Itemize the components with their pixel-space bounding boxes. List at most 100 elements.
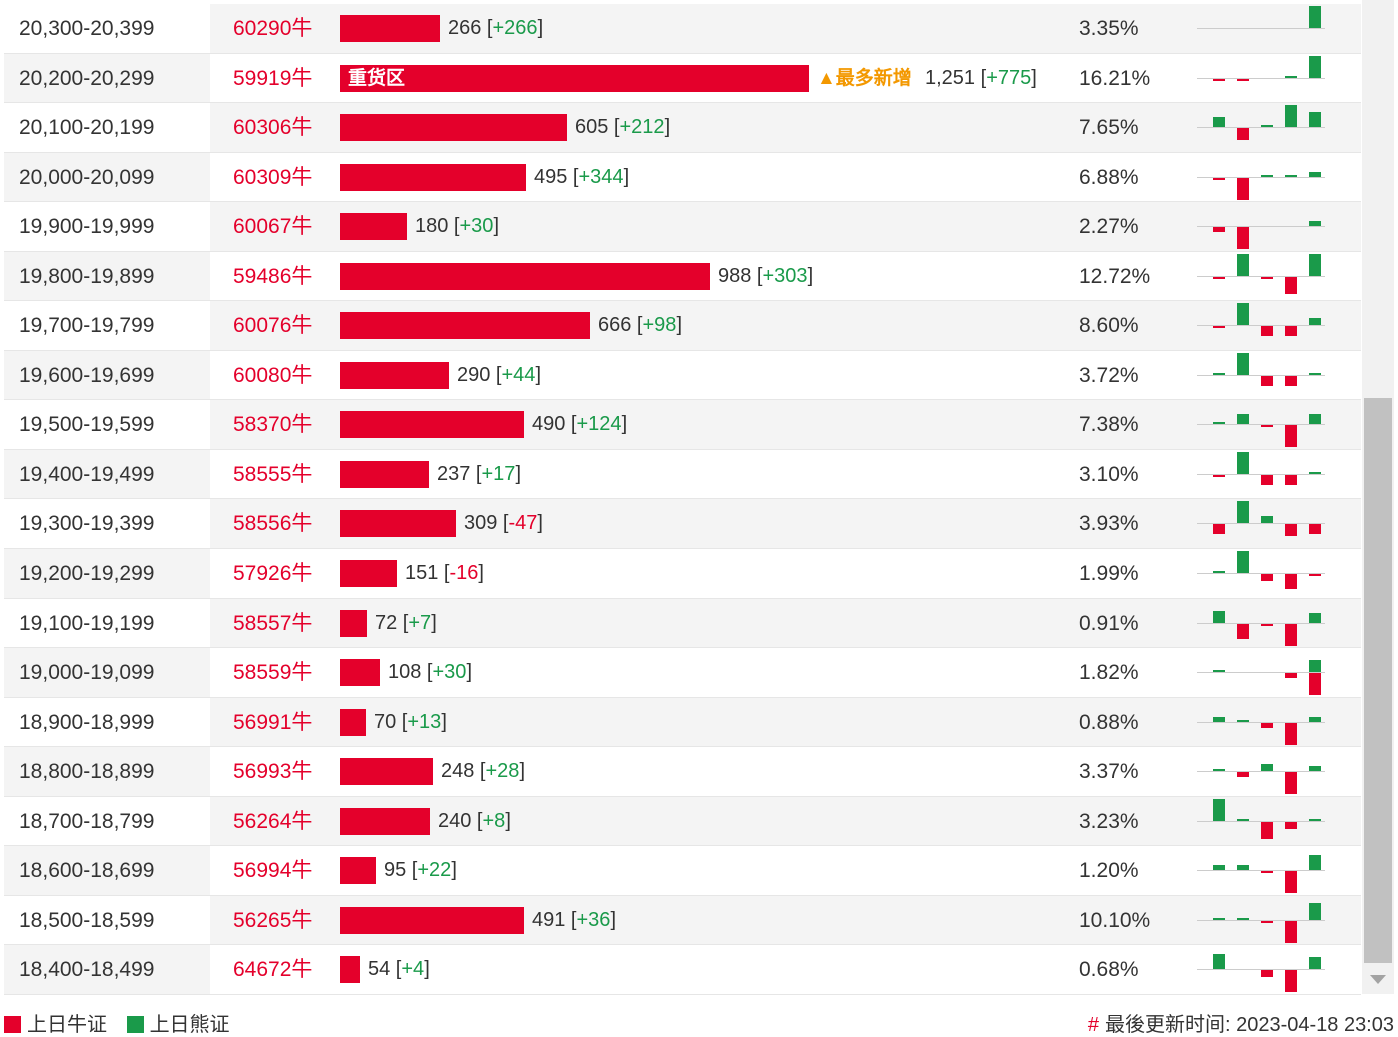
table-row[interactable]: 19,800-19,899 59486牛 988 [+303] 12.72% (4, 251, 1361, 302)
quantity-value: 151 (405, 562, 439, 585)
quantity-bar (340, 857, 376, 885)
table-row[interactable]: 20,300-20,399 60290牛 266 [+266] 3.35% (4, 4, 1361, 54)
bracket-open: [ (497, 512, 509, 535)
table-row[interactable]: 18,500-18,599 56265牛 491 [+36] 10.10% (4, 895, 1361, 946)
sparkline-bar (1261, 425, 1273, 428)
quantity-change: +344 (578, 165, 624, 188)
quantity-bar (340, 510, 456, 538)
table-row[interactable]: 19,900-19,999 60067牛 180 [+30] 2.27% (4, 202, 1361, 252)
scrollbar-thumb[interactable] (1364, 398, 1392, 963)
strike-range: 19,000-19,099 (19, 661, 155, 685)
sparkline-axis (1197, 573, 1325, 575)
bracket-open: [ (751, 264, 763, 287)
range-cell (4, 945, 210, 994)
sparkline-axis (1197, 523, 1325, 525)
percentage: 7.38% (1079, 413, 1139, 437)
code-cell (210, 648, 338, 697)
row-body (210, 350, 1361, 400)
sparkline-bar (1237, 177, 1249, 200)
percentage: 12.72% (1079, 264, 1151, 288)
bracket-close: ] (676, 314, 682, 337)
vertical-scrollbar[interactable] (1362, 0, 1394, 994)
cbbc-code-link[interactable]: 60306牛 (233, 116, 313, 140)
cbbc-code-link[interactable]: 60067牛 (233, 215, 313, 239)
cbbc-code-link[interactable]: 60080牛 (233, 363, 313, 387)
cbbc-code-link[interactable]: 58370牛 (233, 413, 313, 437)
table-row[interactable]: 19,400-19,499 58555牛 237 [+17] 3.10% (4, 449, 1361, 500)
sparkline-bar (1285, 970, 1297, 993)
strike-range: 18,500-18,599 (19, 908, 155, 932)
quantity-text: 491 [+36] (532, 896, 616, 945)
sparkline-chart (1197, 351, 1325, 400)
sparkline-axis (1197, 374, 1325, 376)
cbbc-code-link[interactable]: 57926牛 (233, 562, 313, 586)
sparkline-bar (1237, 352, 1249, 375)
code-cell (210, 697, 338, 747)
sparkline-bar (1309, 574, 1321, 577)
table-row[interactable]: 20,000-20,099 60309牛 495 [+344] 6.88% (4, 152, 1361, 203)
sparkline-chart (1197, 549, 1325, 598)
table-row[interactable]: 18,800-18,899 56993牛 248 [+28] 3.37% (4, 747, 1361, 797)
quantity-value: 290 (457, 363, 491, 386)
quantity-text: 490 [+124] (532, 400, 627, 449)
sparkline-bar (1261, 474, 1273, 485)
sparkline-bar (1261, 920, 1273, 923)
table-row[interactable]: 19,000-19,099 58559牛 108 [+30] 1.82% (4, 648, 1361, 698)
sparkline-bar (1309, 171, 1321, 177)
table-row[interactable]: 19,300-19,399 58556牛 309 [-47] 3.93% (4, 499, 1361, 550)
table-row[interactable]: 18,400-18,499 64672牛 54 [+4] 0.68% (4, 945, 1361, 995)
strike-range: 19,400-19,499 (19, 462, 155, 486)
table-row[interactable]: 20,100-20,199 60306牛 605 [+212] 7.65% (4, 103, 1361, 153)
cbbc-code-link[interactable]: 59486牛 (233, 264, 313, 288)
table-row[interactable]: 19,200-19,299 57926牛 151 [-16] 1.99% (4, 549, 1361, 599)
table-row[interactable]: 19,100-19,199 58557牛 72 [+7] 0.91% (4, 598, 1361, 649)
table-row[interactable]: 20,200-20,299 59919牛 重货区 ▲最多新增 1,251 [+775] 1… (4, 53, 1361, 104)
cbbc-code-link[interactable]: 60290牛 (233, 17, 313, 40)
sparkline-chart (1197, 202, 1325, 251)
table-row[interactable]: 18,600-18,699 56994牛 95 [+22] 1.20% (4, 846, 1361, 896)
cbbc-code-link[interactable]: 56264牛 (233, 809, 313, 833)
bracket-close: ] (519, 760, 525, 783)
bracket-open: [ (421, 661, 433, 684)
strike-range: 19,100-19,199 (19, 611, 155, 635)
code-cell (210, 152, 338, 202)
quantity-text: 70 [+13] (374, 698, 447, 747)
sparkline-bar (1285, 375, 1297, 386)
cbbc-code-link[interactable]: 58557牛 (233, 611, 313, 635)
row-body (210, 598, 1361, 648)
cbbc-code-link[interactable]: 56265牛 (233, 908, 313, 932)
cbbc-code-link[interactable]: 60076牛 (233, 314, 313, 338)
table-row[interactable]: 18,700-18,799 56264牛 240 [+8] 3.23% (4, 796, 1361, 847)
percentage: 7.65% (1079, 116, 1139, 140)
quantity-bar (340, 163, 526, 191)
cbbc-code-link[interactable]: 56994牛 (233, 859, 313, 883)
cbbc-code-link[interactable]: 64672牛 (233, 958, 313, 982)
cbbc-code-link[interactable]: 58555牛 (233, 462, 313, 486)
sparkline-chart (1197, 499, 1325, 548)
strike-range: 20,200-20,299 (19, 66, 155, 90)
cbbc-code-link[interactable]: 59919牛 (233, 66, 313, 90)
sparkline-bar (1237, 451, 1249, 474)
cbbc-code-link[interactable]: 58559牛 (233, 661, 313, 685)
table-row[interactable]: 19,700-19,799 60076牛 666 [+98] 8.60% (4, 301, 1361, 351)
row-body (210, 846, 1361, 895)
sparkline-axis (1197, 275, 1325, 277)
cbbc-code-link[interactable]: 56993牛 (233, 760, 313, 784)
cbbc-code-link[interactable]: 60309牛 (233, 165, 313, 189)
sparkline-chart (1197, 797, 1325, 846)
quantity-bar (340, 956, 360, 984)
cbbc-code-link[interactable]: 58556牛 (233, 512, 313, 536)
quantity-change: +4 (401, 958, 425, 981)
quantity-bar (340, 15, 440, 42)
cbbc-code-link[interactable]: 56991牛 (233, 710, 313, 734)
table-row[interactable]: 19,600-19,699 60080牛 290 [+44] 3.72% (4, 350, 1361, 401)
sparkline-bar (1285, 920, 1297, 943)
sparkline-chart (1197, 301, 1325, 350)
sparkline-bar (1237, 818, 1249, 821)
table-row[interactable]: 19,500-19,599 58370牛 490 [+124] 7.38% (4, 400, 1361, 450)
scroll-down-arrow-icon[interactable] (1370, 975, 1386, 984)
quantity-text: 1,251 [+775] (925, 54, 1037, 103)
row-body (210, 53, 1361, 103)
table-row[interactable]: 18,900-18,999 56991牛 70 [+13] 0.88% (4, 697, 1361, 748)
strike-range: 18,700-18,799 (19, 809, 155, 833)
